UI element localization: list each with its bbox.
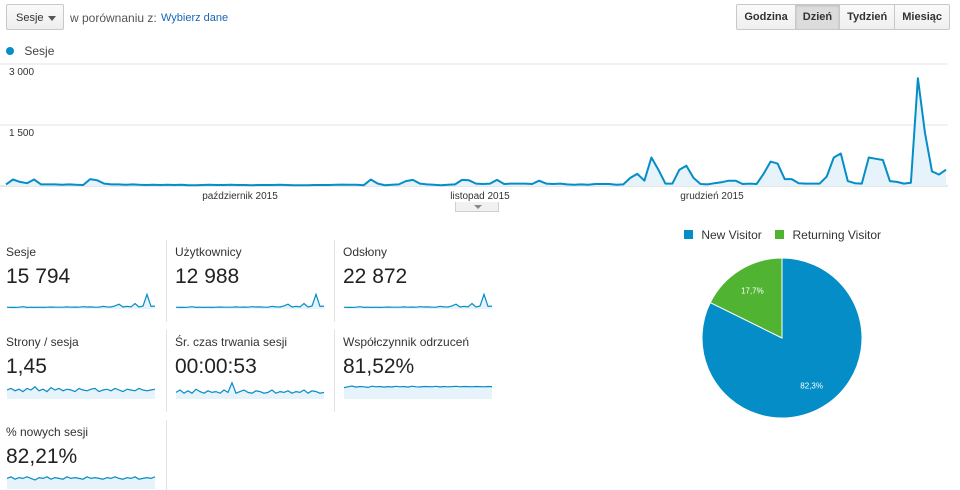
pie-legend-label: Returning Visitor: [792, 228, 882, 242]
metric-dropdown-label: Sesje: [16, 12, 44, 24]
scorecard[interactable]: Śr. czas trwania sesji 00:00:53: [166, 330, 326, 412]
pie-slice-label: 17,7%: [741, 286, 764, 295]
scorecard[interactable]: % nowych sesji 82,21%: [6, 420, 166, 490]
series-line: [5, 77, 947, 187]
sparkline-area: [7, 476, 155, 489]
returning-visitor-swatch: [775, 230, 785, 239]
pie-slice-label: 82,3%: [800, 382, 823, 391]
sparkline: [6, 476, 156, 489]
scorecard-label: % nowych sesji: [6, 425, 89, 439]
sparkline: [6, 292, 156, 309]
scorecard-label: Śr. czas trwania sesji: [175, 335, 288, 349]
sparkline-line: [343, 292, 493, 309]
sparkline-area: [344, 294, 492, 309]
sparkline: [175, 292, 325, 309]
sparkline-line: [175, 292, 325, 309]
metric-dropdown[interactable]: Sesje: [6, 4, 64, 30]
scorecard-label: Sesje: [6, 245, 37, 259]
sparkline-area: [176, 382, 324, 399]
sparkline-line: [175, 381, 325, 394]
series-dot-icon: [6, 47, 14, 55]
sparkline-area: [344, 386, 492, 399]
y-tick-label: 3 000: [9, 67, 34, 78]
chart-legend[interactable]: Sesje: [6, 44, 54, 58]
report-toolbar: Sesje w porównaniu z: Wybierz dane Godzi…: [6, 4, 950, 32]
scorecard[interactable]: Odsłony 22 872: [334, 240, 494, 322]
scorecard-label: Odsłony: [343, 245, 388, 259]
chevron-down-icon: [48, 16, 56, 21]
scorecard[interactable]: Współczynnik odrzuceń 81,52%: [334, 330, 494, 412]
sparkline: [175, 381, 325, 399]
scorecard[interactable]: Sesje 15 794: [6, 240, 166, 322]
scorecard-label: Użytkownicy: [175, 245, 242, 259]
new-visitor-swatch: [684, 230, 693, 239]
pie-legend-label: New Visitor: [701, 228, 762, 242]
scorecard-value: 00:00:53: [175, 355, 257, 378]
pie-legend-item[interactable]: New Visitor: [684, 228, 762, 242]
scorecard-value: 82,21%: [6, 445, 78, 468]
y-tick-label: 1 500: [9, 128, 34, 139]
period-toggle-group: Godzina Dzień Tydzień Miesiąc: [736, 4, 950, 30]
series-area: [6, 78, 946, 186]
sparkline-line: [343, 385, 493, 389]
sparkline-line: [6, 385, 156, 393]
sparkline: [343, 385, 493, 399]
compare-select-link[interactable]: Wybierz dane: [161, 12, 229, 24]
scorecard[interactable]: Użytkownicy 12 988: [166, 240, 326, 322]
sparkline-area: [176, 294, 324, 309]
compare-label: w porównaniu z:: [70, 11, 157, 25]
scorecard-label: Współczynnik odrzuceń: [343, 335, 470, 349]
visitor-pie-chart[interactable]: 82,3% 17,7%: [692, 248, 872, 428]
sessions-line-chart[interactable]: 3 000 1 500 październik 2015 listopad 20…: [0, 58, 960, 206]
period-week-button[interactable]: Tydzień: [839, 4, 896, 30]
x-tick-label: listopad 2015: [450, 191, 510, 202]
sparkline: [6, 385, 156, 399]
legend-series-label: Sesje: [24, 44, 55, 58]
sparkline-line: [6, 476, 156, 481]
scorecard-grid: Sesje 15 794 Użytkownicy 12 988 Odsłony …: [0, 240, 520, 490]
scorecard-value: 1,45: [6, 355, 47, 378]
pie-legend: New Visitor Returning Visitor: [684, 228, 891, 242]
sparkline: [343, 292, 493, 309]
scorecard-value: 15 794: [6, 265, 71, 288]
pie-slice[interactable]: [709, 257, 783, 339]
sparkline-line: [6, 292, 156, 309]
pie-legend-item[interactable]: Returning Visitor: [775, 228, 881, 242]
scorecard-value: 81,52%: [343, 355, 415, 378]
x-tick-label: październik 2015: [202, 191, 278, 202]
scorecard-value: 22 872: [343, 265, 408, 288]
scorecard[interactable]: Strony / sesja 1,45: [6, 330, 166, 412]
period-hour-button[interactable]: Godzina: [736, 4, 796, 30]
period-day-button[interactable]: Dzień: [794, 4, 841, 30]
x-tick-label: grudzień 2015: [680, 191, 744, 202]
scorecard-empty: [166, 420, 326, 490]
sparkline-area: [7, 294, 155, 309]
scorecard-value: 12 988: [175, 265, 240, 288]
period-month-button[interactable]: Miesiąc: [894, 4, 950, 30]
chart-resize-handle[interactable]: [455, 202, 499, 212]
series-group: [5, 77, 947, 187]
scorecard-label: Strony / sesja: [6, 335, 79, 349]
